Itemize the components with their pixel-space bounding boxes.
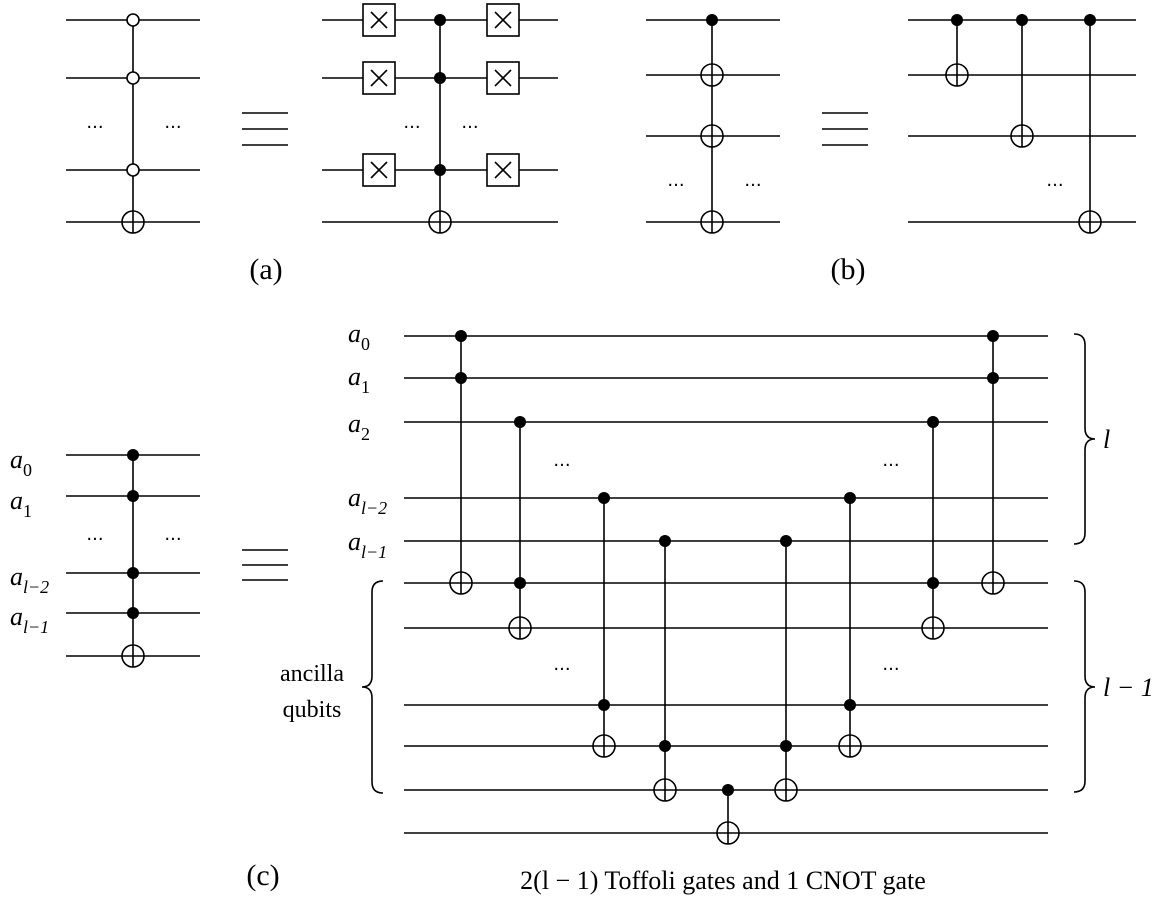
panel-c-right-circuit: ... ... ... ... a0 a1 a2 al−2 al−1 ancil… [280, 319, 1154, 845]
target-xor [700, 63, 724, 87]
panel-c-caption: (c) [246, 859, 279, 892]
equivalence-symbol [242, 112, 288, 146]
target-xor [1078, 210, 1102, 234]
ellipsis: ... [553, 654, 570, 675]
control-dot [127, 449, 139, 461]
ellipsis: ... [164, 112, 181, 133]
brace-bottom [1073, 580, 1096, 793]
qubit-label-al-1: al−1 [348, 527, 387, 562]
panel-b-right-circuit: ... [908, 14, 1136, 234]
control-dot [1084, 14, 1096, 26]
target-xor [121, 644, 145, 668]
open-control-dot [126, 163, 140, 177]
panel-a-caption: (a) [249, 253, 282, 286]
open-control-dot [126, 71, 140, 85]
ellipsis: ... [667, 170, 684, 191]
brace-top [1073, 333, 1096, 545]
x-gate [362, 61, 396, 95]
brace-top-label: l [1103, 425, 1110, 454]
toffoli-gate [921, 416, 945, 640]
equivalence-symbol [242, 549, 288, 581]
ancilla-label-line2: qubits [283, 697, 342, 723]
control-dot [127, 490, 139, 502]
panel-a-right-circuit: ... ... [322, 3, 558, 234]
control-dot [434, 164, 446, 176]
open-control-dot [126, 13, 140, 27]
qubit-label-a2: a2 [348, 409, 370, 444]
cnot-gate [716, 784, 740, 845]
qubit-label-al-1: al−1 [10, 602, 49, 637]
ellipsis: ... [744, 170, 761, 191]
qubit-label-a1: a1 [10, 486, 32, 521]
ellipsis: ... [403, 112, 420, 133]
panel-c-bottom-caption: 2(l − 1) Toffoli gates and 1 CNOT gate [520, 866, 926, 895]
toffoli-gate [981, 330, 1005, 595]
target-xor [945, 63, 969, 87]
x-gate [362, 3, 396, 37]
brace-bottom-label: l − 1 [1103, 673, 1154, 702]
target-xor [700, 124, 724, 148]
qubit-label-al-2: al−2 [348, 483, 387, 518]
control-dot [951, 14, 963, 26]
ancilla-brace [361, 580, 384, 794]
panel-c-left-circuit: ... ... a0 a1 al−2 al−1 [10, 445, 200, 668]
qubit-label-a0: a0 [348, 319, 370, 354]
x-gate [486, 3, 520, 37]
ellipsis: ... [164, 524, 181, 545]
ancilla-label-line1: ancilla [280, 661, 344, 687]
toffoli-gate [774, 535, 798, 802]
toffoli-gate [508, 416, 532, 640]
control-dot [434, 72, 446, 84]
target-xor [121, 210, 145, 234]
ellipsis: ... [882, 654, 899, 675]
ellipsis: ... [553, 450, 570, 471]
target-xor [1010, 124, 1034, 148]
toffoli-gate [653, 535, 677, 802]
panel-c: ... ... a0 a1 al−2 al−1 [10, 319, 1154, 895]
ellipsis: ... [1046, 170, 1063, 191]
panel-b-left-circuit: ... ... [646, 14, 780, 234]
toffoli-gate [449, 330, 473, 595]
control-dot [434, 14, 446, 26]
ellipsis: ... [86, 112, 103, 133]
ellipsis: ... [461, 112, 478, 133]
toffoli-gate [838, 492, 862, 758]
x-gate [362, 153, 396, 187]
control-dot [1016, 14, 1028, 26]
x-gate [486, 61, 520, 95]
qubit-label-a1: a1 [348, 362, 370, 397]
control-dot [127, 607, 139, 619]
target-xor [700, 210, 724, 234]
target-xor [428, 210, 452, 234]
panel-a: ... ... [66, 3, 558, 286]
panel-a-left-circuit: ... ... [66, 13, 200, 234]
toffoli-gate [592, 492, 616, 758]
x-gate [486, 153, 520, 187]
equivalence-symbol [822, 112, 868, 146]
control-dot [706, 14, 718, 26]
ellipsis: ... [882, 450, 899, 471]
ellipsis: ... [86, 524, 103, 545]
control-dot [127, 567, 139, 579]
panel-b: ... ... [646, 14, 1136, 286]
panel-b-caption: (b) [831, 253, 866, 286]
qubit-label-a0: a0 [10, 445, 32, 480]
qubit-label-al-2: al−2 [10, 562, 49, 597]
